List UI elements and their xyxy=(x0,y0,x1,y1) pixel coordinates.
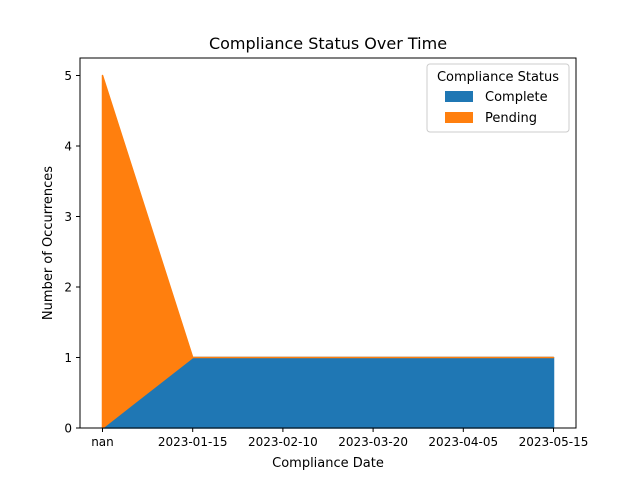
legend-title: Compliance Status xyxy=(437,70,559,85)
chart-title: Compliance Status Over Time xyxy=(209,34,447,53)
y-axis-label: Number of Occurrences xyxy=(41,166,56,320)
y-axis-ticks: 0 1 2 3 4 5 xyxy=(64,69,80,436)
y-tick-label: 3 xyxy=(64,210,72,224)
y-tick-label: 1 xyxy=(64,351,72,365)
legend-label-pending: Pending xyxy=(485,111,537,126)
legend-swatch-pending xyxy=(445,112,473,123)
y-tick-label: 5 xyxy=(64,69,72,83)
x-tick-label: 2023-03-20 xyxy=(338,435,408,449)
x-tick-label: nan xyxy=(91,435,114,449)
y-tick-label: 2 xyxy=(64,281,72,295)
legend: Compliance Status Complete Pending xyxy=(426,63,570,133)
x-tick-label: 2023-04-05 xyxy=(428,435,498,449)
y-tick-label: 0 xyxy=(64,422,72,436)
y-tick-label: 4 xyxy=(64,140,72,154)
x-tick-label: 2023-02-10 xyxy=(248,435,318,449)
x-tick-label: 2023-01-15 xyxy=(158,435,228,449)
legend-swatch-complete xyxy=(445,91,473,102)
x-axis-label: Compliance Date xyxy=(272,456,384,471)
x-axis-ticks: nan 2023-01-15 2023-02-10 2023-03-20 2023-04… xyxy=(91,428,588,449)
area-pending xyxy=(101,74,555,429)
x-tick-label: 2023-05-15 xyxy=(519,435,589,449)
plot-frame xyxy=(79,57,577,429)
legend-label-complete: Complete xyxy=(485,90,548,105)
